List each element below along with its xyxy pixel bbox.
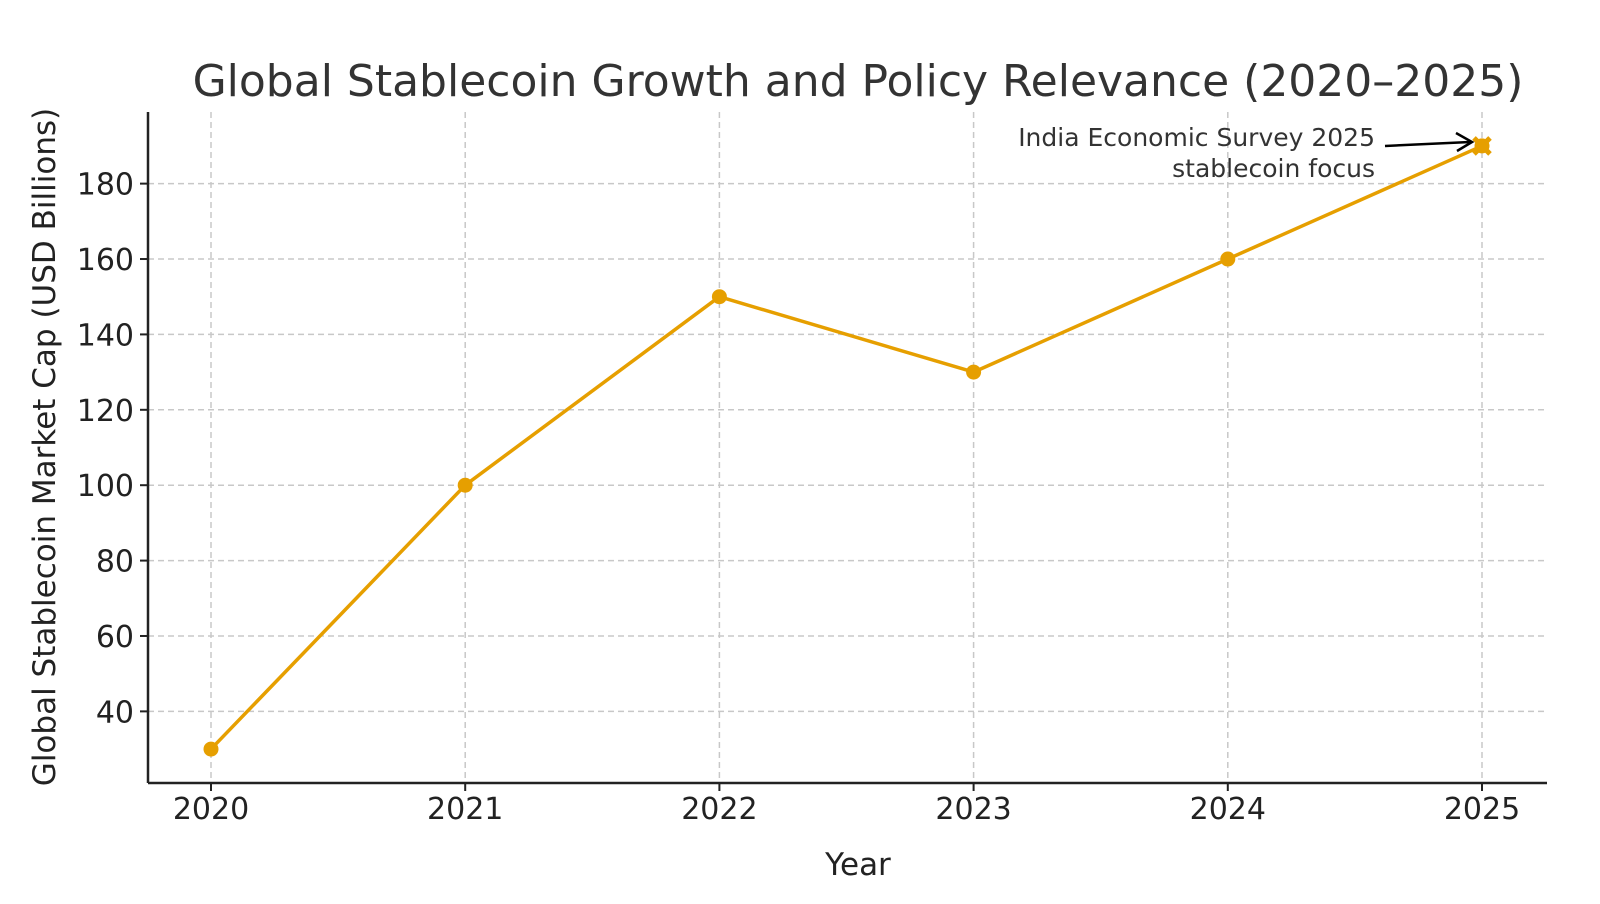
y-tick-label: 40	[96, 695, 134, 730]
data-point	[711, 289, 727, 305]
annotation-line-2: stablecoin focus	[1172, 154, 1375, 183]
y-axis-label: Global Stablecoin Market Cap (USD Billio…	[27, 108, 63, 786]
annotation-arrowhead	[1455, 131, 1475, 153]
data-point	[457, 477, 473, 493]
x-tick-label: 2020	[173, 792, 249, 827]
axes: 2020 2021 2022 2023 2024 2025 40 60 80 100 120 140 1…	[77, 112, 1547, 827]
x-tick-label: 2023	[935, 792, 1011, 827]
annotation: India Economic Survey 2025 stablecoin fo…	[1018, 123, 1475, 183]
y-tick-label: 80	[96, 545, 134, 580]
x-tick-label: 2022	[681, 792, 757, 827]
x-tick-label: 2024	[1190, 792, 1266, 827]
y-tick-label: 120	[77, 394, 134, 429]
chart-title: Global Stablecoin Growth and Policy Rele…	[193, 56, 1524, 107]
y-tick-label: 160	[77, 243, 134, 278]
data-point	[203, 741, 219, 757]
highlight-x-marker	[1472, 136, 1492, 156]
y-tick-label: 180	[77, 168, 134, 203]
series-line	[209, 144, 1483, 751]
annotation-line-1: India Economic Survey 2025	[1018, 123, 1375, 152]
x-axis-label: Year	[824, 847, 891, 883]
x-tick-label: 2021	[427, 792, 503, 827]
grid	[148, 112, 1547, 783]
x-tick-label: 2025	[1444, 792, 1520, 827]
y-tick-label: 100	[77, 469, 134, 504]
y-tick-label: 140	[77, 318, 134, 353]
data-point	[966, 364, 982, 380]
series	[203, 136, 1492, 757]
data-point	[1220, 251, 1236, 267]
annotation-arrow	[1384, 140, 1471, 148]
y-tick-label: 60	[96, 620, 134, 655]
